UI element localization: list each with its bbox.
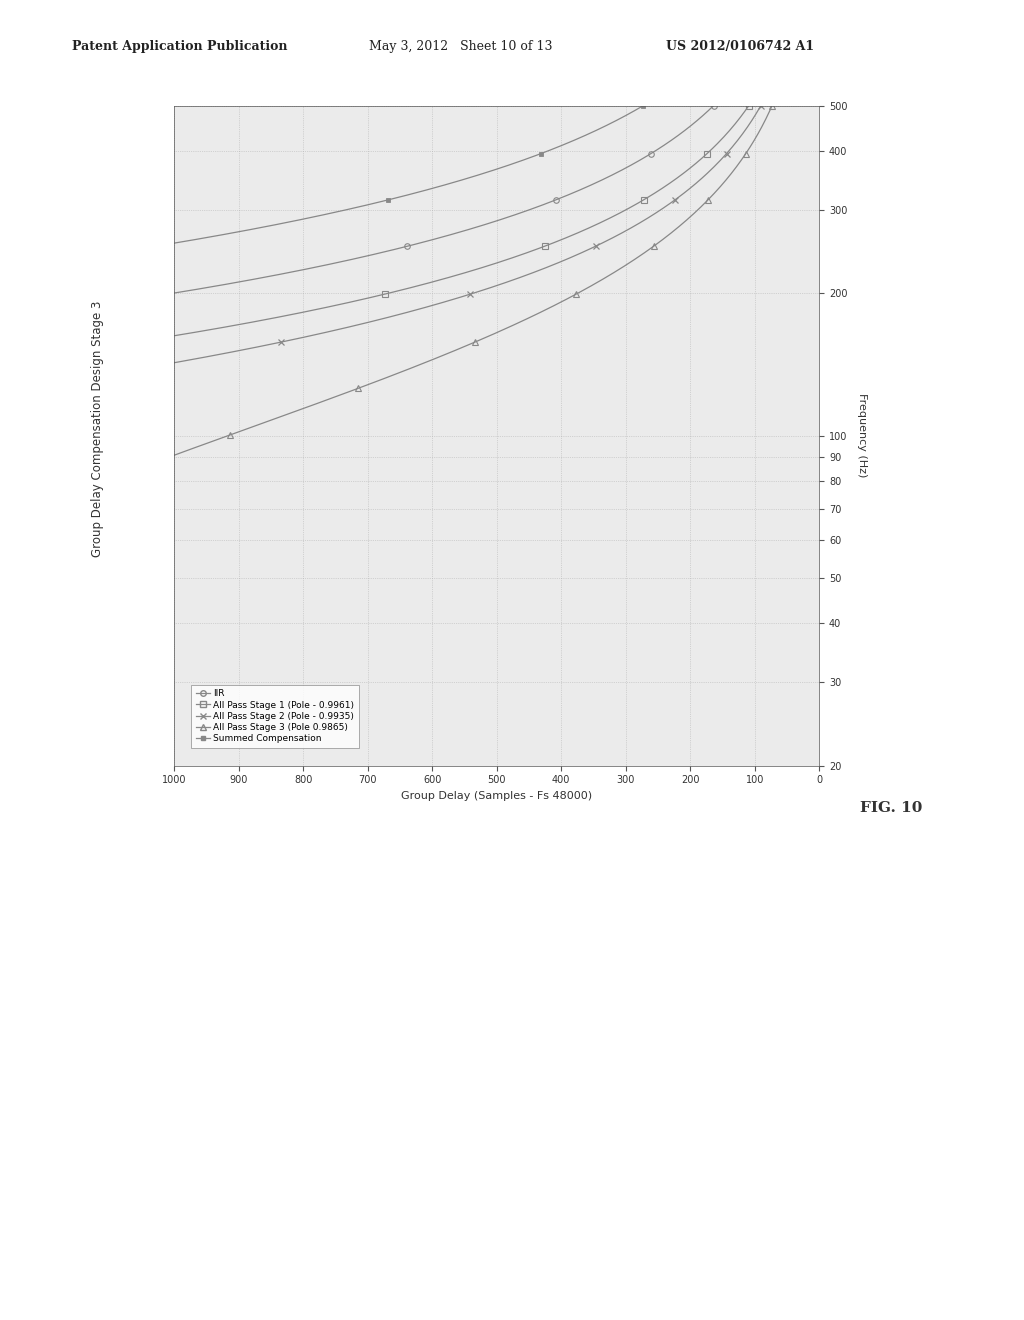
Text: Patent Application Publication: Patent Application Publication — [72, 40, 287, 53]
Text: May 3, 2012   Sheet 10 of 13: May 3, 2012 Sheet 10 of 13 — [369, 40, 552, 53]
Y-axis label: Frequency (Hz): Frequency (Hz) — [857, 393, 867, 478]
Text: FIG. 10: FIG. 10 — [860, 801, 923, 814]
Text: US 2012/0106742 A1: US 2012/0106742 A1 — [666, 40, 814, 53]
Text: Group Delay Compensation Design Stage 3: Group Delay Compensation Design Stage 3 — [91, 301, 103, 557]
Legend: IIR, All Pass Stage 1 (Pole - 0.9961), All Pass Stage 2 (Pole - 0.9935), All Pas: IIR, All Pass Stage 1 (Pole - 0.9961), A… — [191, 685, 358, 748]
X-axis label: Group Delay (Samples - Fs 48000): Group Delay (Samples - Fs 48000) — [401, 791, 592, 801]
